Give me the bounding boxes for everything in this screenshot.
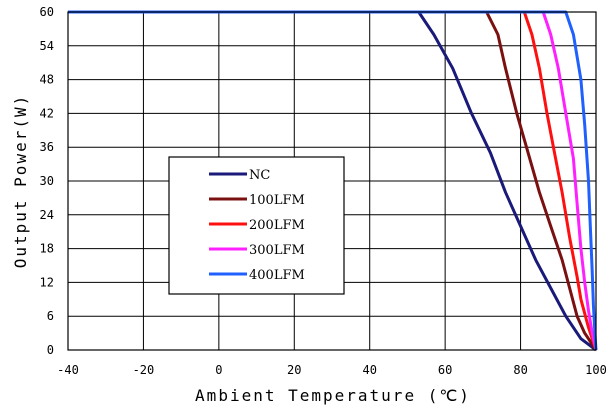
axes: -40 -20 0 20 40 60 80 100 0 6 12 18 24 30 36 42 48 54 60 <box>40 5 606 377</box>
x-tick-label: -40 <box>57 363 79 377</box>
series-line-200lfm <box>68 10 598 351</box>
series-line-100lfm <box>68 10 598 351</box>
y-tick-label: 54 <box>40 39 54 53</box>
legend-label: NC <box>249 168 270 183</box>
x-tick-label: 40 <box>362 363 376 377</box>
plot-frame <box>67 11 597 351</box>
legend-label: 400LFM <box>249 268 305 283</box>
legend-label: 200LFM <box>249 218 305 233</box>
y-tick-label: 48 <box>40 73 54 87</box>
legend-label: 100LFM <box>249 193 305 208</box>
legend: NC 100LFM 200LFM 300LFM 400LFM <box>168 156 345 295</box>
x-tick-label: 20 <box>287 363 301 377</box>
x-tick-label: 80 <box>513 363 527 377</box>
series-lines <box>68 10 598 352</box>
y-tick-label: 36 <box>40 140 54 154</box>
x-axis-title: Ambient Temperature (℃) <box>195 386 471 405</box>
y-tick-label: 0 <box>47 343 54 357</box>
legend-label: 300LFM <box>249 243 305 258</box>
series-line-400lfm <box>68 10 598 351</box>
y-tick-label: 60 <box>40 5 54 19</box>
series-line-nc <box>68 10 597 352</box>
series-line-300lfm <box>68 10 598 351</box>
y-tick-label: 6 <box>47 309 54 323</box>
x-tick-label: 100 <box>585 363 606 377</box>
x-tick-label: 60 <box>438 363 452 377</box>
y-tick-label: 18 <box>40 242 54 256</box>
y-axis-title: Output Power(W) <box>11 94 30 269</box>
y-tick-label: 12 <box>40 275 54 289</box>
y-tick-label: 42 <box>40 106 54 120</box>
y-tick-label: 24 <box>40 208 54 222</box>
legend-box <box>168 156 345 295</box>
x-tick-label: 0 <box>215 363 222 377</box>
y-tick-label: 30 <box>40 174 54 188</box>
x-tick-label: -20 <box>133 363 155 377</box>
